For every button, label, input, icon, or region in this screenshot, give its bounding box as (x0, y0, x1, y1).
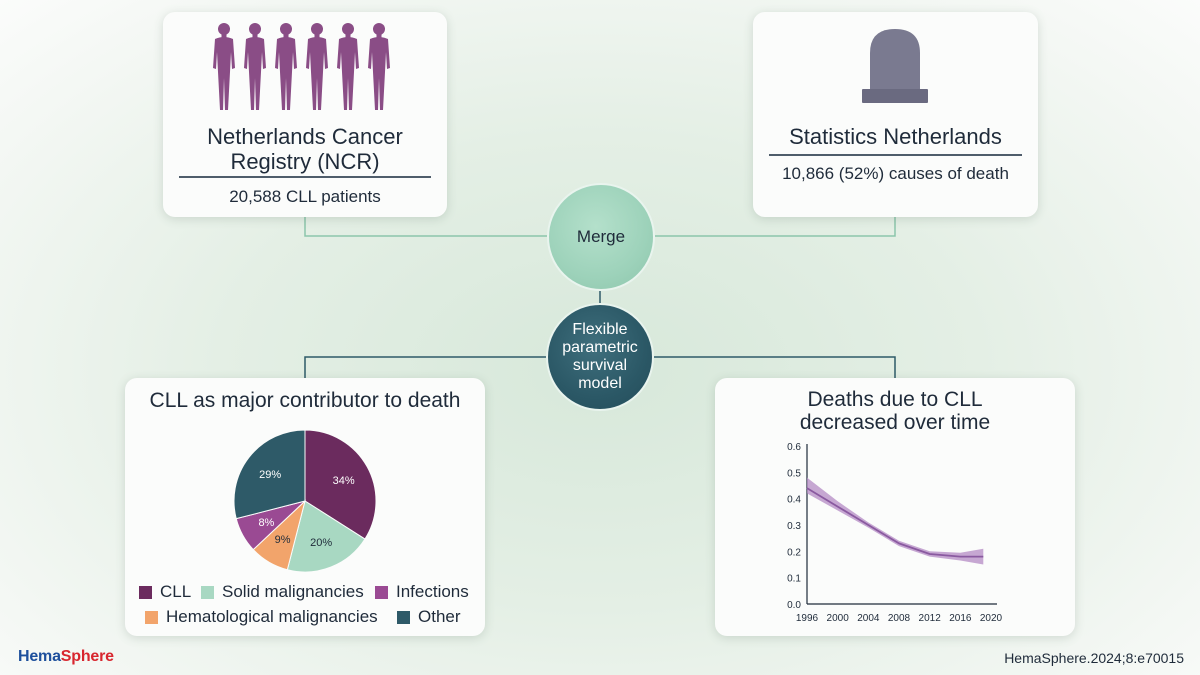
pie-label-hematological: 9% (275, 534, 291, 546)
y-tick-label: 0.6 (787, 442, 801, 453)
legend-label-hematological: Hematological malignancies (166, 607, 378, 626)
legend-label-other: Other (418, 607, 461, 626)
pie-label-solid: 20% (310, 537, 332, 549)
legend-item-solid: Solid malignancies (201, 582, 364, 602)
y-tick-label: 0.0 (787, 600, 801, 611)
pie-chart: 34% 20% 9%8% 29% (233, 429, 377, 573)
people-group-icon (213, 23, 390, 110)
x-tick-label: 2012 (919, 613, 942, 624)
ncr-divider (179, 176, 431, 178)
stats-to-merge-connector (655, 217, 896, 237)
stats-title: Statistics Netherlands (789, 124, 1002, 149)
model-label-line1: Flexible (572, 321, 628, 338)
trend-title-line2: decreased over time (799, 411, 991, 434)
x-tick-label: 2016 (949, 613, 972, 624)
pie-chart-title: CLL as major contributor to death (149, 389, 461, 412)
ncr-source-card: Netherlands Cancer Registry (NCR) 20,588… (163, 12, 447, 217)
model-label-line4: model (578, 375, 622, 392)
legend-label-infections: Infections (396, 582, 469, 601)
trend-title-line1: Deaths due to CLL (807, 388, 983, 411)
y-tick-label: 0.5 (787, 468, 801, 479)
confidence-band (807, 477, 984, 565)
legend-item-cll: CLL (139, 582, 191, 602)
logo-part-sphere: Sphere (60, 648, 114, 665)
y-tick-label: 0.3 (787, 521, 801, 532)
legend-item-other: Other (397, 607, 461, 627)
merge-node: Merge (547, 183, 655, 291)
legend-swatch-cll (139, 585, 152, 599)
legend-swatch-infections (375, 585, 388, 599)
pie-label-infections: 8% (258, 517, 274, 529)
model-to-trend-connector (654, 356, 896, 378)
survival-model-node: Flexible parametric survival model (546, 303, 654, 411)
legend-item-infections: Infections (375, 582, 469, 602)
pie-label-other: 29% (259, 469, 281, 481)
ncr-title: Netherlands Cancer Registry (NCR) (163, 124, 447, 174)
model-label-line3: survival (572, 357, 628, 374)
ncr-title-line1: Netherlands Cancer (207, 124, 403, 149)
legend-label-cll: CLL (160, 582, 192, 601)
hemasphere-logo: HemaSphere (18, 648, 114, 666)
x-tick-label: 2020 (980, 613, 1003, 624)
legend-label-solid: Solid malignancies (222, 582, 364, 601)
ncr-patient-count: 20,588 CLL patients (229, 187, 381, 206)
x-tick-label: 2000 (827, 613, 850, 624)
trend-line-chart: 0.0 0.1 0.2 0.3 0.4 0.5 0.6 1996 2000 2004 2008 201… (787, 442, 1003, 624)
y-tick-label: 0.2 (787, 547, 801, 558)
tombstone-icon (862, 29, 928, 103)
model-to-pie-connector (304, 356, 546, 378)
model-label-line2: parametric (562, 339, 638, 356)
legend-swatch-solid (201, 585, 214, 599)
cause-of-death-pie-card: CLL as major contributor to death 34% 20%… (125, 378, 485, 636)
x-tick-label: 2004 (857, 613, 880, 624)
legend-swatch-other (397, 610, 410, 624)
estimate-line (806, 487, 984, 558)
y-tick-label: 0.1 (787, 574, 801, 585)
legend-item-hematological: Hematological malignancies (145, 607, 378, 627)
x-tick-label: 1996 (796, 613, 819, 624)
pie-slice-solid (286, 500, 366, 573)
x-tick-label: 2008 (888, 613, 911, 624)
pie-label-cll: 34% (333, 475, 355, 487)
cll-deaths-trend-card: Deaths due to CLL decreased over time 0.… (715, 378, 1075, 636)
legend-swatch-hematological (145, 610, 158, 624)
pie-slice-other (233, 429, 306, 520)
journal-citation: HemaSphere.2024;8:e70015 (1004, 650, 1184, 666)
statistics-netherlands-card: Statistics Netherlands 10,866 (52%) caus… (753, 12, 1038, 217)
causes-of-death-count: 10,866 (52%) causes of death (782, 164, 1009, 183)
stats-divider (769, 154, 1022, 156)
logo-part-hema: Hema (18, 648, 61, 665)
y-tick-label: 0.4 (787, 495, 801, 506)
trend-chart-title: Deaths due to CLL decreased over time (715, 388, 1075, 434)
ncr-to-merge-connector (304, 217, 547, 237)
merge-label: Merge (576, 227, 626, 246)
ncr-title-line2: Registry (NCR) (230, 149, 380, 174)
